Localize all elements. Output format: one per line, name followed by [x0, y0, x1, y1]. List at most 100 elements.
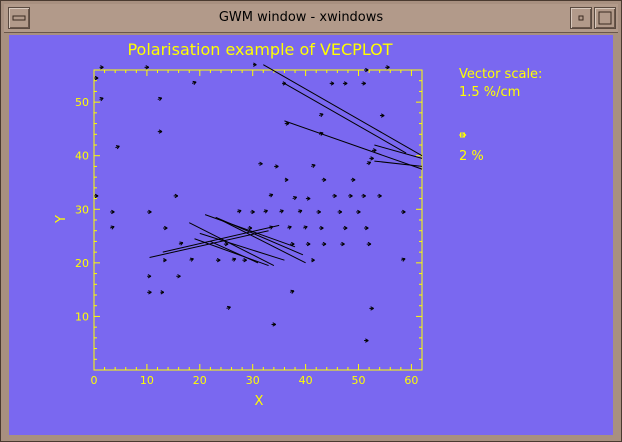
polarisation-vector	[99, 65, 104, 70]
arrow-head	[365, 227, 369, 231]
arrow-head	[216, 259, 221, 263]
arrow-head	[275, 165, 279, 169]
arrow-head	[174, 195, 179, 199]
polarisation-line	[284, 82, 407, 154]
arrow-head	[320, 132, 324, 136]
arrow-head	[312, 164, 316, 168]
window-title: GWM window - xwindows	[218, 10, 384, 25]
polarisation-vector	[173, 193, 179, 199]
polarisation-vector	[157, 96, 163, 102]
polarisation-vector	[340, 241, 345, 247]
arrow-head	[299, 210, 303, 214]
polarisation-vector	[366, 241, 372, 247]
arrow-head	[291, 290, 295, 294]
menu-bar-icon	[12, 15, 26, 21]
polarisation-vector	[284, 177, 289, 183]
arrow-head	[148, 290, 152, 293]
arrow-head	[370, 306, 374, 309]
polarisation-vector	[271, 322, 276, 327]
polarisation-vector	[191, 80, 197, 85]
arrow-head	[145, 65, 150, 68]
arrow-head	[351, 177, 356, 181]
arrow-head	[362, 81, 366, 84]
polarisation-vector	[231, 257, 237, 262]
arrow-head	[147, 275, 152, 279]
polarisation-line	[199, 232, 285, 261]
arrow-head	[370, 156, 374, 159]
arrow-head	[402, 211, 406, 215]
arrow-head	[145, 66, 150, 70]
arrow-head	[259, 161, 263, 165]
arrow-head	[333, 193, 337, 197]
polarisation-line	[220, 219, 306, 264]
arrow-head	[259, 163, 263, 166]
arrow-head	[365, 69, 369, 73]
maximize-button[interactable]	[594, 7, 616, 29]
polarisation-vector	[290, 241, 295, 247]
polarisation-vector	[258, 161, 263, 166]
polarisation-vector	[226, 305, 231, 310]
arrow-head	[378, 195, 382, 199]
polarisation-line	[374, 144, 423, 159]
polarisation-vector	[157, 129, 163, 134]
polarisation-vector	[321, 177, 327, 183]
polarisation-vector	[292, 196, 298, 201]
arrow-head	[357, 209, 361, 213]
arrow-head	[343, 225, 348, 229]
polarisation-vector	[321, 241, 327, 247]
arrow-head	[306, 198, 311, 201]
x-tick-label: 20	[193, 374, 207, 387]
arrow-head	[322, 177, 327, 181]
arrow-head	[282, 82, 287, 86]
arrow-head	[264, 209, 268, 212]
arrow-head	[317, 209, 321, 213]
polarisation-vector	[356, 209, 361, 215]
arrow-head	[298, 209, 303, 212]
arrow-head	[386, 65, 390, 68]
arrow-head	[238, 210, 242, 214]
polarisation-line	[284, 120, 423, 170]
arrow-head	[160, 291, 165, 295]
arrow-head	[148, 211, 152, 215]
arrow-head	[233, 258, 237, 262]
polarisation-vector	[263, 209, 268, 214]
arrow-head	[333, 195, 337, 199]
minimize-button[interactable]	[570, 7, 592, 29]
polarisation-line	[204, 214, 296, 248]
arrow-head	[270, 226, 274, 230]
y-tick-label: 20	[75, 257, 89, 270]
arrow-head	[322, 243, 327, 247]
arrow-head	[100, 65, 104, 68]
arrow-head	[279, 209, 284, 212]
scale-key-marker	[460, 132, 466, 138]
arrow-head	[100, 66, 104, 70]
polarisation-line	[188, 222, 275, 266]
arrow-head	[290, 243, 295, 247]
arrow-head	[338, 209, 343, 213]
maximize-icon	[598, 11, 612, 25]
arrow-head	[372, 148, 377, 151]
vector-scale-label: Vector scale:	[459, 67, 542, 82]
arrow-head	[269, 225, 273, 228]
polarisation-vector	[332, 193, 337, 199]
arrow-head	[290, 289, 295, 292]
arrow-head	[158, 96, 162, 99]
polarisation-vector	[94, 75, 99, 81]
arrow-head	[401, 257, 406, 260]
arrow-head	[284, 177, 289, 181]
window-menu-button[interactable]	[8, 7, 30, 29]
polarisation-vector	[250, 209, 255, 215]
arrow-head	[163, 257, 167, 261]
arrow-head	[224, 243, 229, 247]
arrow-head	[319, 131, 324, 134]
vector-scale-value: 1.5 %/cm	[459, 85, 520, 100]
arrow-head	[232, 257, 236, 260]
arrow-head	[111, 209, 115, 213]
arrow-head	[99, 97, 104, 99]
arrow-head	[367, 243, 372, 247]
arrow-head	[402, 209, 406, 213]
arrow-head	[160, 290, 165, 293]
arrow-head	[306, 241, 311, 245]
arrow-head	[159, 97, 163, 102]
title-bar[interactable]: GWM window - xwindows	[4, 4, 618, 33]
